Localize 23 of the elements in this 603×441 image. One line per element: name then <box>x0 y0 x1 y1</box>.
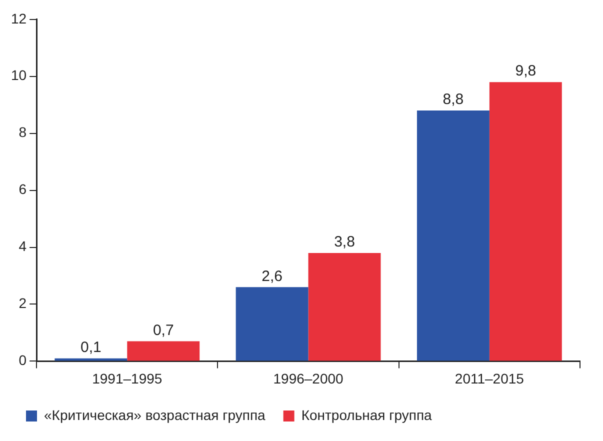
y-tick-label: 2 <box>18 295 27 312</box>
data-label: 0,1 <box>80 338 102 356</box>
bar <box>489 82 562 361</box>
x-tick-label: 1996–2000 <box>273 370 344 386</box>
bar <box>127 341 200 361</box>
x-tick-label: 1991–1995 <box>92 370 162 386</box>
data-label: 0,7 <box>152 322 174 339</box>
legend-label: Контрольная группа <box>301 406 432 423</box>
y-tick-label: 4 <box>18 238 27 254</box>
bar <box>416 110 490 361</box>
data-label: 3,8 <box>334 234 355 251</box>
data-label: 9,8 <box>515 62 536 80</box>
legend-label: «Критическая» возрастная группа <box>44 406 266 423</box>
bar <box>236 287 308 361</box>
x-tick-label: 2011–2015 <box>454 370 524 386</box>
y-tick-label: 8 <box>18 124 27 140</box>
data-label: 2,6 <box>262 268 282 285</box>
y-tick-label: 6 <box>18 181 27 198</box>
y-tick-label: 12 <box>10 10 27 26</box>
y-tick-label: 0 <box>18 352 27 368</box>
y-tick-label: 10 <box>10 67 27 84</box>
data-label: 8,8 <box>442 91 464 108</box>
bar <box>308 252 381 361</box>
